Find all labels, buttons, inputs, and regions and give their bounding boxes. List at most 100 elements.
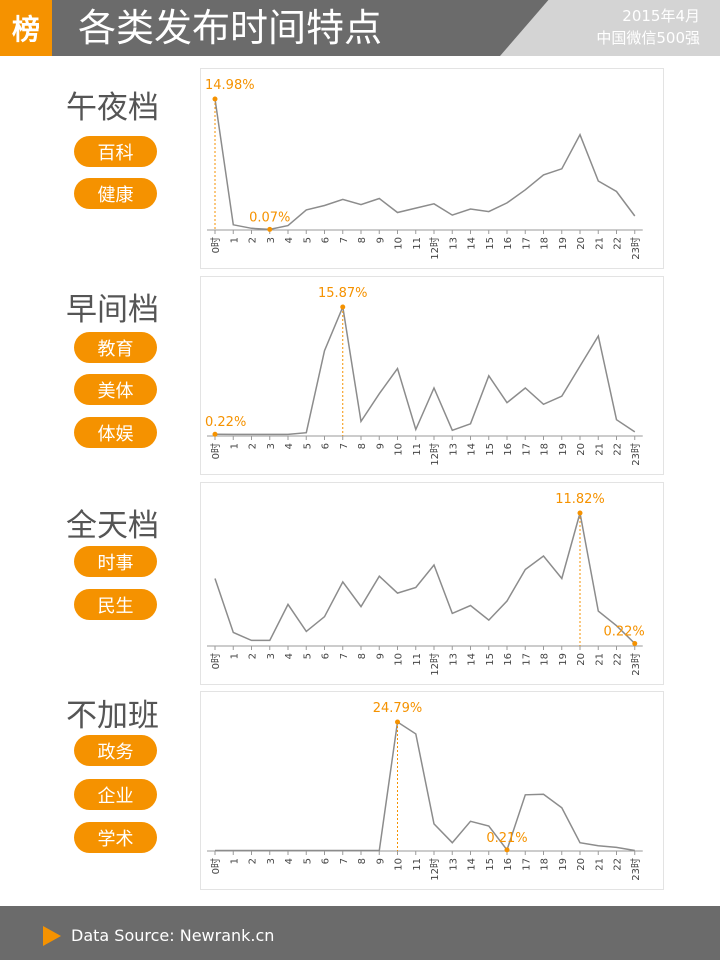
header-bar: 榜 各类发布时间特点 2015年4月 中国微信500强	[0, 0, 720, 56]
x-tick-label: 5	[302, 443, 313, 449]
x-tick-label: 16	[503, 237, 514, 250]
data-label: 0.22%	[205, 415, 246, 430]
x-tick-label: 20	[576, 443, 587, 456]
chart-card: 0时 1 2 3 4 5 6 7 8 9 10 11 12时 13 14 15 16 17 18 19 20 21 22 23…	[200, 691, 664, 890]
report-date: 2015年4月	[622, 7, 700, 25]
x-tick-label: 23时	[630, 237, 642, 260]
x-tick-label: 1	[229, 443, 240, 449]
line-chart: 0时 1 2 3 4 5 6 7 8 9 10 11 12时 13 14 15 16 17 18 19 20 21 22 23…	[207, 701, 643, 881]
tag-button[interactable]: 企业	[74, 779, 157, 810]
x-tick-label: 5	[302, 653, 313, 659]
tag-button[interactable]: 时事	[74, 546, 157, 577]
x-tick-label: 15	[485, 237, 496, 250]
x-tick-label: 10	[394, 653, 405, 666]
x-tick-label: 3	[266, 237, 277, 243]
x-tick-label: 1	[229, 653, 240, 659]
x-tick-label: 12时	[429, 653, 441, 676]
x-tick-label: 5	[302, 858, 313, 864]
x-tick-label: 12时	[429, 237, 441, 260]
x-tick-label: 2	[248, 653, 259, 659]
section-title-midnight: 午夜档	[66, 90, 159, 126]
x-tick-label: 5	[302, 237, 313, 243]
chart-card: 0时 1 2 3 4 5 6 7 8 9 10 11 12时 13 14 15 16 17 18 19 20 21 22 23…	[200, 68, 664, 269]
x-tick-label: 0时	[210, 237, 222, 253]
tag-button[interactable]: 健康	[74, 178, 157, 209]
x-tick-label: 12时	[429, 858, 441, 881]
x-tick-label: 6	[321, 443, 332, 449]
x-tick-label: 15	[485, 653, 496, 666]
x-tick-label: 23时	[630, 443, 642, 466]
data-label: 24.79%	[373, 701, 423, 716]
tag-button[interactable]: 民生	[74, 589, 157, 620]
x-tick-label: 1	[229, 237, 240, 243]
footer-bar	[0, 906, 720, 960]
x-tick-label: 12时	[429, 443, 441, 466]
x-tick-label: 20	[576, 653, 587, 666]
x-tick-label: 2	[248, 237, 259, 243]
x-tick-label: 14	[467, 653, 478, 666]
x-tick-label: 17	[521, 237, 532, 250]
x-tick-label: 7	[339, 237, 350, 243]
x-tick-label: 13	[448, 653, 459, 666]
x-tick-label: 17	[521, 443, 532, 456]
x-tick-label: 13	[448, 237, 459, 250]
data-point	[504, 847, 510, 853]
data-point	[340, 304, 346, 310]
x-tick-label: 16	[503, 443, 514, 456]
series-line	[215, 720, 635, 852]
x-tick-label: 4	[284, 443, 295, 449]
x-tick-label: 14	[467, 237, 478, 250]
tag-button[interactable]: 学术	[74, 822, 157, 853]
x-tick-label: 11	[412, 653, 423, 666]
x-tick-label: 18	[540, 443, 551, 456]
x-tick-label: 7	[339, 653, 350, 659]
x-tick-label: 3	[266, 653, 277, 659]
x-tick-label: 6	[321, 653, 332, 659]
tag-button[interactable]: 美体	[74, 374, 157, 405]
x-tick-label: 18	[540, 237, 551, 250]
tag-button[interactable]: 百科	[74, 136, 157, 167]
tag-button[interactable]: 政务	[74, 735, 157, 766]
series-line	[214, 512, 636, 645]
x-tick-label: 4	[284, 858, 295, 864]
x-tick-label: 9	[375, 653, 386, 659]
x-tick-label: 11	[412, 443, 423, 456]
x-tick-label: 2	[248, 858, 259, 864]
x-tick-label: 0时	[210, 443, 222, 459]
x-tick-label: 23时	[630, 858, 642, 881]
x-tick-label: 19	[558, 653, 569, 666]
data-point	[632, 641, 638, 647]
x-tick-label: 22	[613, 443, 624, 456]
x-tick-label: 16	[503, 653, 514, 666]
x-tick-label: 21	[594, 237, 605, 250]
x-tick-label: 11	[412, 858, 423, 871]
x-tick-label: 1	[229, 858, 240, 864]
data-point	[212, 96, 218, 102]
data-source: Data Source: Newrank.cn	[71, 926, 275, 945]
ranking-badge: 榜	[0, 0, 52, 56]
x-tick-label: 19	[558, 237, 569, 250]
data-label: 0.21%	[486, 831, 527, 846]
series-line	[214, 304, 636, 436]
data-label: 15.87%	[318, 286, 368, 301]
x-tick-label: 17	[521, 858, 532, 871]
tag-button[interactable]: 教育	[74, 332, 157, 363]
x-tick-label: 10	[394, 858, 405, 871]
x-tick-label: 9	[375, 443, 386, 449]
x-tick-label: 13	[448, 443, 459, 456]
data-label: 14.98%	[205, 78, 255, 93]
x-tick-label: 6	[321, 858, 332, 864]
x-tick-label: 10	[394, 237, 405, 250]
x-tick-label: 14	[467, 443, 478, 456]
data-point	[267, 226, 273, 232]
chart-card: 0时 1 2 3 4 5 6 7 8 9 10 11 12时 13 14 15 16 17 18 19 20 21 22 23…	[200, 482, 664, 685]
x-tick-label: 17	[521, 653, 532, 666]
x-tick-label: 20	[576, 858, 587, 871]
x-tick-label: 2	[248, 443, 259, 449]
data-label: 0.07%	[249, 210, 290, 225]
x-tick-label: 8	[357, 237, 368, 243]
tag-button[interactable]: 体娱	[74, 417, 157, 448]
x-tick-label: 21	[594, 653, 605, 666]
x-tick-label: 3	[266, 858, 277, 864]
x-tick-label: 20	[576, 237, 587, 250]
